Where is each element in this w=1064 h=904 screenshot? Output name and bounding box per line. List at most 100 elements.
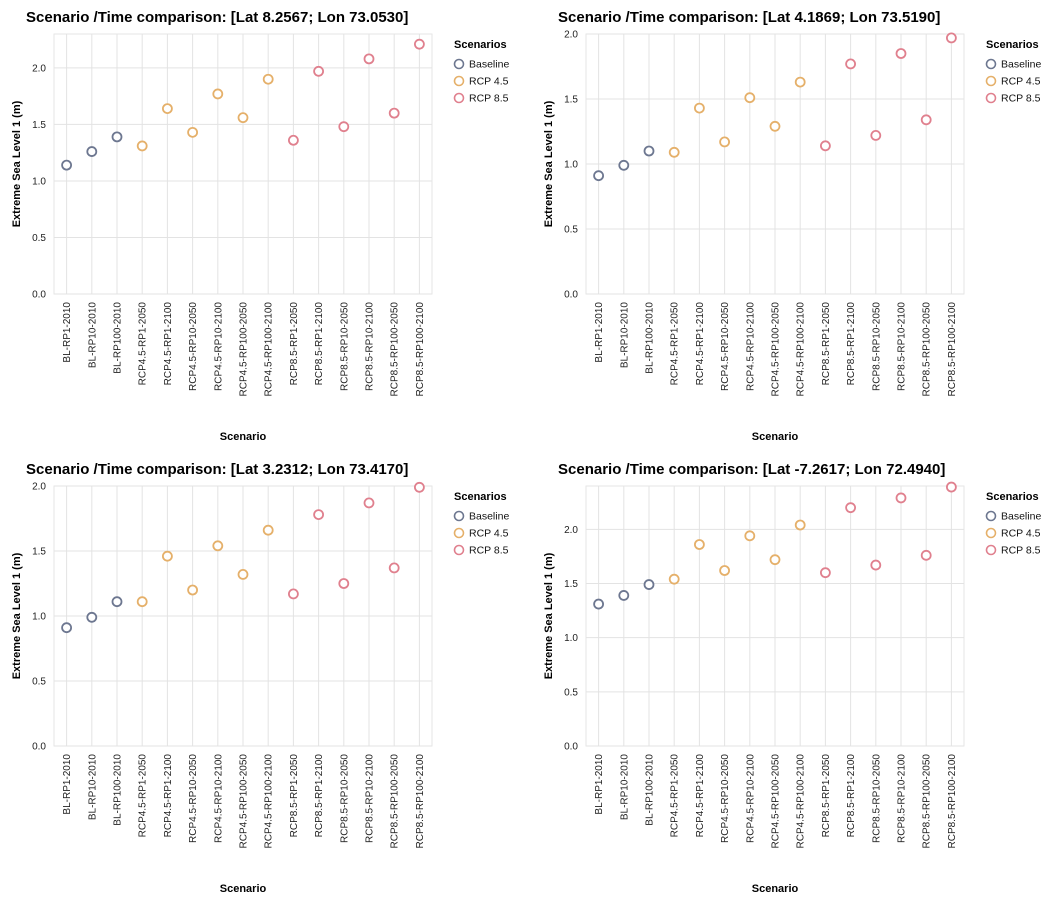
x-tick-label: BL-RP100-2010 [113, 302, 124, 374]
x-tick-label: BL-RP1-2010 [62, 302, 73, 363]
data-point [413, 38, 425, 50]
x-tick-label: RCP8.5-RP100-2100 [415, 754, 426, 849]
data-point [819, 567, 831, 579]
data-point [744, 530, 756, 542]
x-tick-label: RCP8.5-RP1-2050 [289, 302, 300, 386]
chart-svg: Scenario /Time comparison: [Lat -7.2617;… [543, 461, 1041, 895]
data-point [86, 611, 98, 623]
data-point [287, 588, 299, 600]
data-point [693, 102, 705, 114]
legend-item: Baseline [1001, 59, 1041, 71]
x-tick-label: RCP8.5-RP10-2050 [339, 302, 350, 391]
legend-item: Baseline [469, 59, 509, 71]
data-point [719, 136, 731, 148]
chart-svg: Scenario /Time comparison: [Lat 3.2312; … [11, 461, 509, 895]
y-tick-label: 1.5 [564, 579, 578, 590]
x-tick-label: BL-RP10-2010 [87, 302, 98, 369]
chart-svg: Scenario /Time comparison: [Lat 4.1869; … [543, 9, 1041, 443]
data-point [945, 32, 957, 44]
x-axis-label: Scenario [752, 431, 799, 443]
chart-title: Scenario /Time comparison: [Lat 4.1869; … [558, 9, 940, 26]
x-axis-label: Scenario [752, 883, 799, 895]
legend-marker [453, 92, 465, 104]
y-axis-label: Extreme Sea Level 1 (m) [543, 100, 555, 227]
data-point [61, 622, 72, 634]
data-point [388, 107, 400, 119]
legend-item: RCP 4.5 [1001, 76, 1041, 88]
x-tick-label: RCP8.5-RP10-2100 [365, 754, 376, 843]
y-tick-label: 2.0 [564, 525, 578, 536]
data-point [161, 103, 173, 115]
chart-panel-bottom-left: Scenario /Time comparison: [Lat 3.2312; … [0, 452, 532, 904]
legend-item: RCP 8.5 [469, 93, 509, 105]
y-tick-label: 0.0 [564, 742, 578, 753]
legend-item: Baseline [1001, 511, 1041, 523]
chart-panel-top-right: Scenario /Time comparison: [Lat 4.1869; … [532, 0, 1064, 452]
x-tick-label: RCP4.5-RP1-2050 [670, 302, 681, 386]
y-tick-label: 1.0 [32, 612, 46, 623]
data-point [313, 65, 325, 77]
data-point [618, 159, 630, 171]
y-tick-label: 1.0 [564, 160, 578, 171]
data-point [719, 565, 731, 576]
y-tick-label: 0.5 [564, 225, 578, 236]
y-tick-label: 1.5 [32, 120, 46, 131]
data-point [618, 590, 630, 601]
legend-marker [453, 75, 465, 87]
x-tick-label: RCP8.5-RP1-2100 [846, 754, 857, 838]
x-tick-label: RCP8.5-RP10-2100 [897, 754, 908, 843]
legend-marker [985, 75, 997, 87]
x-tick-label: RCP4.5-RP10-2100 [745, 754, 756, 843]
data-point [593, 598, 604, 610]
data-point [845, 502, 857, 514]
legend-title: Scenarios [454, 39, 507, 51]
x-tick-label: RCP8.5-RP1-2100 [314, 754, 325, 838]
legend-marker [985, 527, 997, 539]
data-point [744, 92, 756, 104]
data-point [161, 550, 173, 562]
y-tick-label: 0.0 [32, 742, 46, 753]
x-tick-label: RCP8.5-RP100-2050 [922, 754, 933, 849]
x-tick-label: RCP4.5-RP100-2050 [239, 302, 250, 397]
x-tick-label: RCP8.5-RP1-2100 [846, 302, 857, 386]
x-tick-label: RCP4.5-RP100-2050 [771, 302, 782, 397]
x-tick-label: BL-RP1-2010 [594, 754, 605, 815]
legend-item: RCP 8.5 [1001, 93, 1041, 105]
legend-title: Scenarios [454, 491, 507, 503]
data-point [262, 73, 274, 85]
x-tick-label: RCP8.5-RP1-2050 [821, 302, 832, 386]
x-axis-label: Scenario [220, 883, 267, 895]
x-tick-label: BL-RP100-2010 [645, 302, 656, 374]
y-tick-label: 0.5 [32, 233, 46, 244]
x-tick-label: RCP8.5-RP1-2100 [314, 302, 325, 386]
data-point [643, 579, 655, 590]
data-point [313, 509, 325, 520]
data-point [187, 584, 199, 596]
data-point [212, 540, 224, 552]
x-axis-label: Scenario [220, 431, 267, 443]
x-tick-label: RCP4.5-RP100-2050 [771, 754, 782, 849]
x-tick-label: RCP8.5-RP10-2050 [871, 754, 882, 843]
data-point [668, 573, 680, 585]
legend-marker [985, 58, 997, 70]
legend-marker [453, 527, 465, 539]
x-tick-label: RCP4.5-RP10-2050 [188, 302, 199, 391]
y-tick-label: 0.0 [564, 290, 578, 301]
y-tick-label: 2.0 [32, 63, 46, 74]
x-tick-label: RCP8.5-RP10-2100 [365, 302, 376, 391]
y-axis-label: Extreme Sea Level 1 (m) [11, 100, 23, 227]
data-point [338, 121, 350, 133]
data-point [237, 569, 249, 580]
legend-marker [985, 92, 997, 104]
x-tick-label: RCP4.5-RP100-2100 [264, 754, 275, 849]
data-point [388, 562, 400, 574]
data-point [920, 114, 932, 126]
y-tick-label: 2.0 [32, 482, 46, 493]
x-tick-label: RCP4.5-RP1-2100 [695, 302, 706, 386]
data-point [212, 88, 224, 100]
y-axis-label: Extreme Sea Level 1 (m) [11, 552, 23, 679]
x-tick-label: RCP8.5-RP1-2050 [821, 754, 832, 838]
data-point [668, 146, 680, 158]
data-point [413, 481, 425, 493]
data-point [363, 497, 375, 509]
